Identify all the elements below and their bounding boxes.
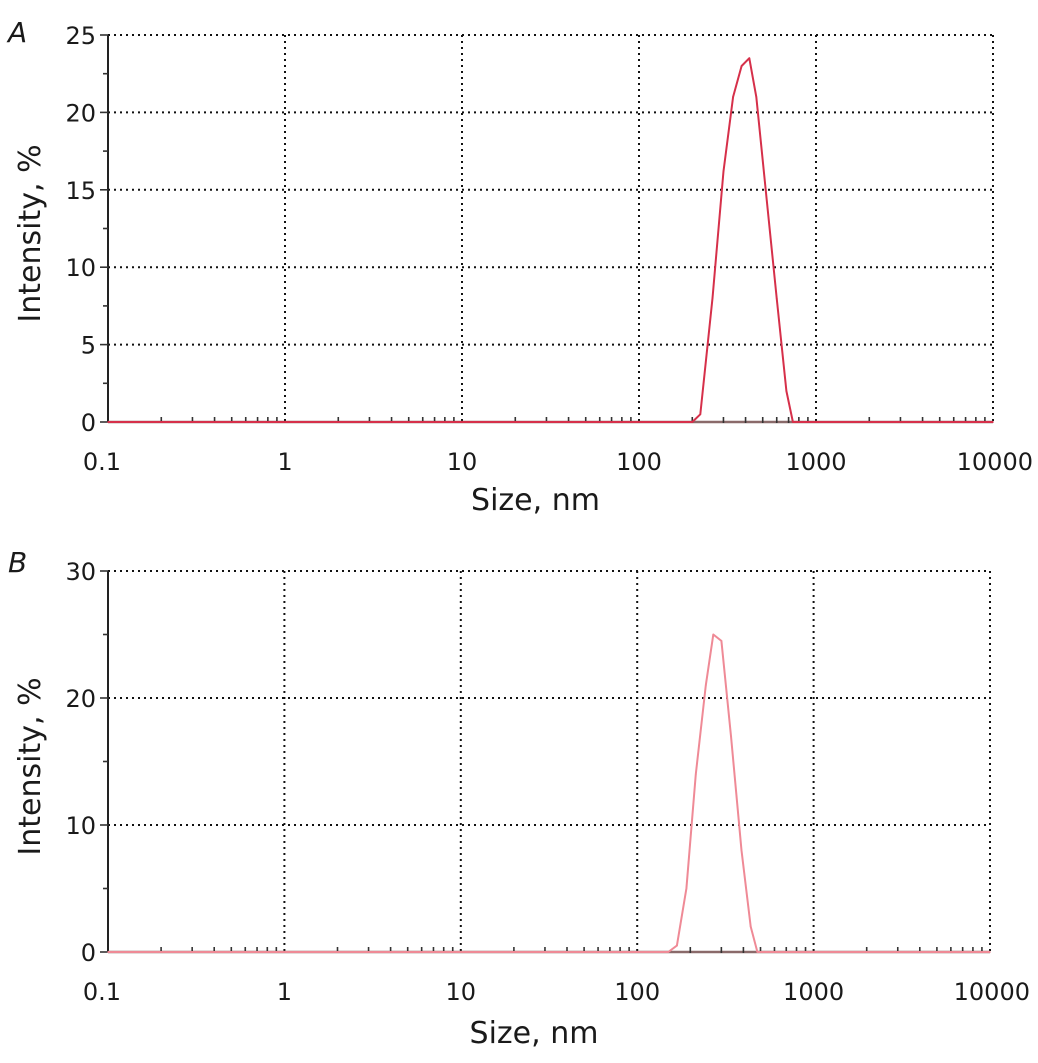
data-point (695, 773, 697, 775)
y-axis-title: Intensity, % (13, 144, 48, 322)
data-point (992, 421, 994, 423)
y-tick-label: 20 (65, 99, 96, 127)
panel-label: A (6, 16, 27, 49)
data-point (740, 65, 743, 67)
data-point (107, 421, 109, 423)
x-tick-label: 1 (277, 448, 292, 476)
data-point (732, 96, 734, 98)
data-point (705, 684, 707, 687)
y-tick-label: 30 (65, 558, 96, 586)
y-tick-label: 5 (81, 332, 96, 360)
x-tick-label: 0.1 (83, 978, 121, 1006)
y-tick-label: 10 (65, 812, 96, 840)
data-point (685, 887, 688, 890)
data-point (699, 413, 702, 416)
x-tick-label: 100 (614, 978, 660, 1006)
y-tick-label: 25 (65, 22, 96, 50)
data-point (749, 925, 752, 928)
x-tick-label: 100 (616, 448, 662, 476)
data-point (785, 390, 788, 392)
data-point (720, 640, 723, 642)
data-point (989, 951, 991, 953)
data-point (730, 735, 732, 737)
panel-label: B (8, 546, 27, 579)
y-tick-label: 0 (81, 939, 96, 967)
data-point (756, 951, 759, 953)
x-tick-label: 0.1 (83, 448, 121, 476)
data-point (755, 96, 758, 98)
data-point (711, 297, 714, 299)
data-point (740, 849, 743, 852)
y-tick-label: 0 (81, 409, 96, 437)
x-tick-label: 10000 (954, 978, 1030, 1006)
data-point (775, 297, 778, 299)
y-tick-label: 10 (65, 254, 96, 282)
data-series-line (108, 57, 993, 423)
data-point (676, 944, 678, 947)
data-point (107, 951, 109, 953)
data-series-line (108, 633, 990, 953)
x-tick-label: 1000 (785, 448, 846, 476)
x-axis-title: Size, nm (470, 1016, 599, 1051)
x-tick-label: 10 (446, 978, 477, 1006)
panel-b: 0 10 20 30 0.1 1 10 100 1000 10000 Size, nm Intensi… (8, 546, 1030, 1051)
x-tick-label: 1000 (783, 978, 844, 1006)
x-axis-title: Size, nm (471, 483, 600, 518)
x-tick-label: 10 (447, 448, 478, 476)
panel-a: 0 5 10 15 20 25 0.1 1 10 100 1000 10000 Size, nm Inte… (6, 16, 1033, 518)
y-tick-label: 20 (65, 685, 96, 713)
y-tick-label: 15 (65, 177, 96, 205)
data-point (691, 421, 694, 423)
x-tick-label: 10000 (957, 448, 1033, 476)
data-point (712, 633, 715, 636)
data-point (722, 170, 725, 173)
y-axis-title: Intensity, % (13, 677, 48, 855)
x-tick-label: 1 (277, 978, 292, 1006)
data-point (748, 57, 751, 60)
data-point (764, 189, 767, 191)
data-point (792, 421, 794, 423)
data-point (667, 951, 670, 953)
